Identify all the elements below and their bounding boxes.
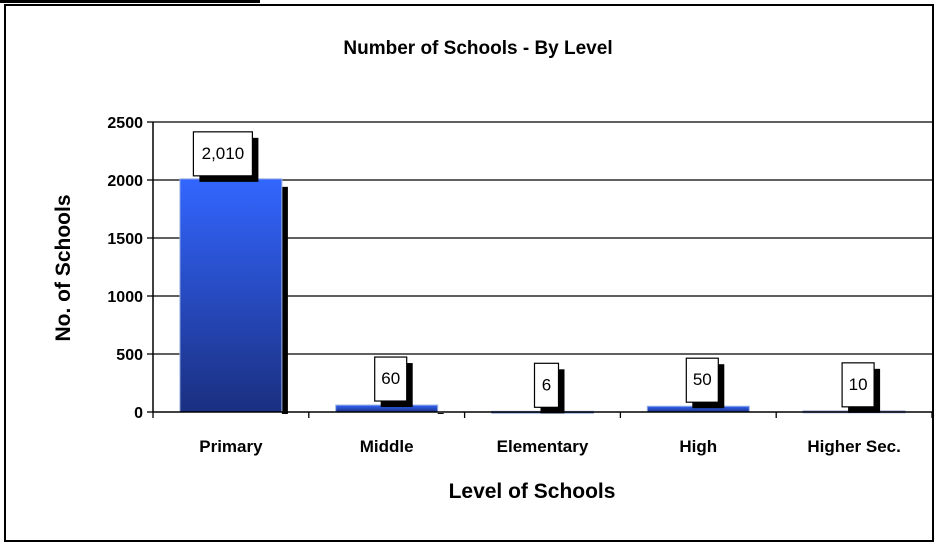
data-label-box	[192, 131, 253, 177]
data-label: 50	[693, 370, 712, 389]
y-tick-label: 1000	[107, 289, 143, 306]
y-axis-label: No. of Schools	[52, 195, 75, 342]
data-label: 6	[542, 375, 551, 394]
y-tick-label: 2500	[107, 115, 143, 132]
x-tick-label: Middle	[360, 437, 414, 456]
data-label-box	[374, 356, 408, 402]
bar	[179, 178, 283, 413]
x-tick-label: High	[679, 437, 717, 456]
data-label: 10	[849, 375, 868, 394]
x-axis-label: Level of Schools	[449, 480, 616, 503]
y-tick-label: 0	[134, 405, 143, 422]
data-label: 2,010	[202, 144, 245, 163]
chart-frame	[4, 4, 934, 542]
top-rule	[0, 0, 260, 3]
x-tick-label: Higher Sec.	[807, 437, 901, 456]
data-labels: 2,010 60 6 50 10	[192, 131, 881, 414]
y-tick-label: 1500	[107, 231, 143, 248]
chart-title: Number of Schools - By Level	[343, 38, 612, 59]
y-tick-label: 500	[116, 347, 143, 364]
bar-shadow	[437, 413, 444, 414]
data-label-box	[841, 362, 875, 408]
y-tick-label: 2000	[107, 173, 143, 190]
data-label-box	[533, 362, 560, 408]
x-tick-label: Primary	[199, 437, 263, 456]
bar-shadow	[281, 186, 288, 414]
axes: 0 500 1000 1500 2000 2500 Primary Middle Element…	[107, 115, 933, 456]
data-label: 60	[381, 369, 400, 388]
data-label-box	[685, 357, 719, 403]
x-tick-label: Elementary	[497, 437, 589, 456]
